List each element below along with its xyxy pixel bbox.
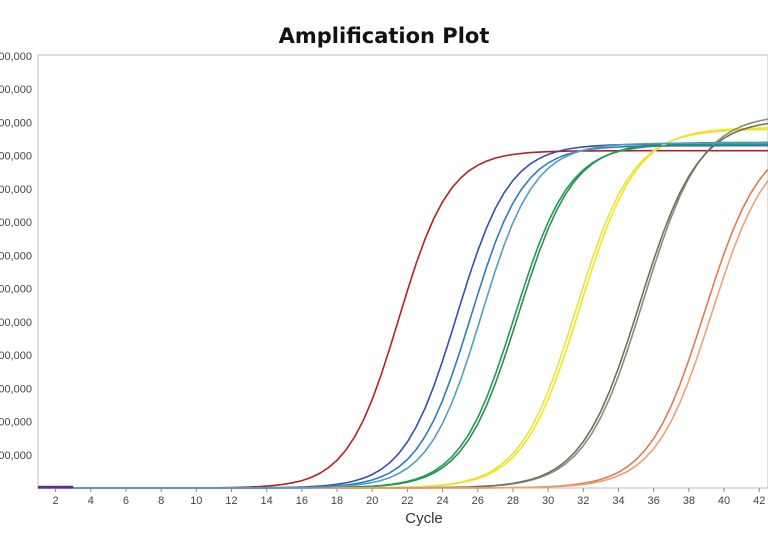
x-tick-label: 36 [648, 495, 660, 507]
x-tick-label: 12 [225, 495, 237, 507]
series-lines [38, 118, 768, 489]
x-tick-label: 4 [88, 495, 94, 507]
series-line-12 [38, 142, 768, 489]
y-tick-label: 100,000 [0, 450, 32, 462]
tick-labels: 2468101214161820222426283032343638404210… [0, 51, 765, 507]
x-tick-label: 16 [296, 495, 308, 507]
y-tick-label: 1,100,000 [0, 117, 32, 129]
x-axis-label: Cycle [405, 510, 443, 527]
y-tick-label: 500,000 [0, 317, 32, 329]
x-tick-label: 10 [190, 495, 202, 507]
x-tick-label: 20 [366, 495, 378, 507]
y-tick-label: 300,000 [0, 383, 32, 395]
y-tick-label: 200,000 [0, 417, 32, 429]
y-tick-label: 1,300,000 [0, 51, 32, 63]
x-tick-label: 42 [753, 495, 765, 507]
y-tick-label: 1,000,000 [0, 151, 32, 163]
x-tick-label: 22 [401, 495, 413, 507]
axes [37, 54, 768, 492]
x-tick-label: 38 [683, 495, 695, 507]
y-tick-label: 1,200,000 [0, 84, 32, 96]
x-tick-label: 14 [261, 495, 273, 507]
x-tick-label: 40 [718, 495, 730, 507]
y-tick-label: 600,000 [0, 284, 32, 296]
x-tick-label: 32 [577, 495, 589, 507]
x-tick-label: 34 [612, 495, 624, 507]
x-tick-label: 30 [542, 495, 554, 507]
chart-title: Amplification Plot [278, 24, 490, 48]
y-tick-label: 400,000 [0, 350, 32, 362]
x-tick-label: 26 [472, 495, 484, 507]
x-tick-label: 2 [53, 495, 59, 507]
plot-area [37, 54, 768, 489]
x-tick-label: 24 [436, 495, 448, 507]
x-tick-label: 18 [331, 495, 343, 507]
x-tick-label: 6 [123, 495, 129, 507]
x-tick-label: 28 [507, 495, 519, 507]
x-tick-label: 8 [158, 495, 164, 507]
y-tick-label: 800,000 [0, 217, 32, 229]
y-tick-label: 900,000 [0, 184, 32, 196]
y-tick-label: 700,000 [0, 250, 32, 262]
